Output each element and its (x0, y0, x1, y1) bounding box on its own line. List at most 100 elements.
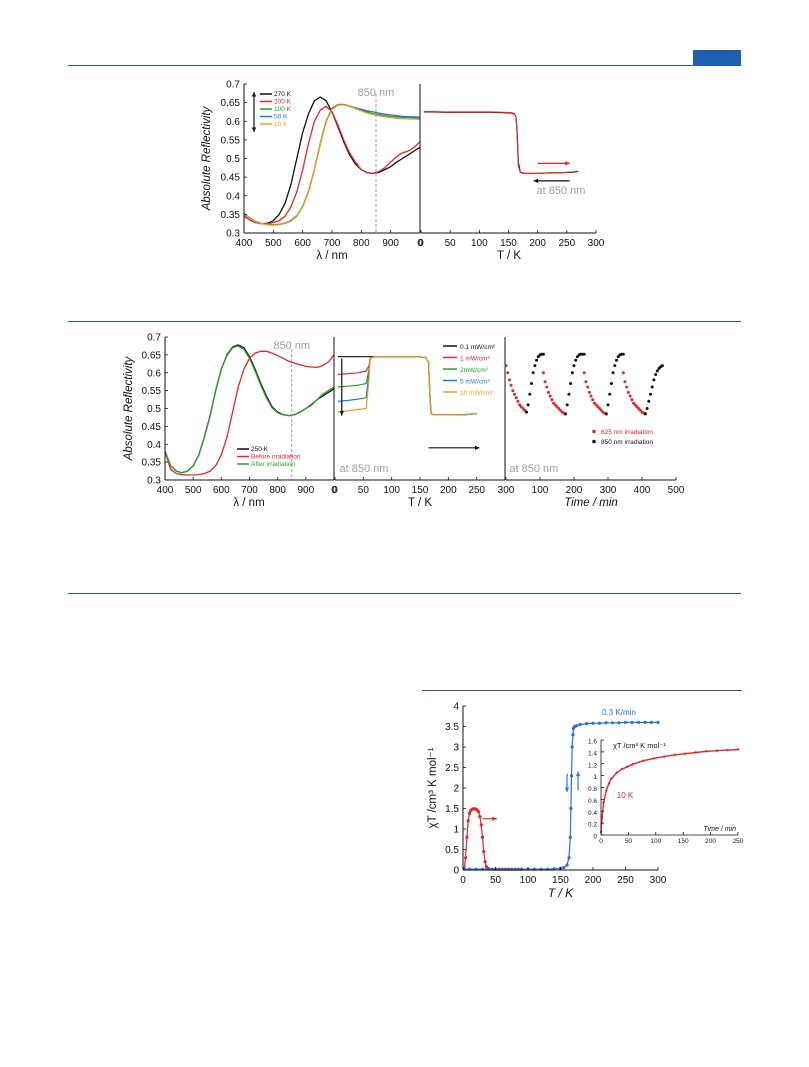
y-axis-label: χT /cm³ K mol⁻¹ (427, 747, 439, 828)
cycle-point (511, 389, 515, 393)
cycle-point (547, 390, 550, 394)
cycle-point (507, 378, 511, 382)
cycle-point (660, 364, 664, 368)
cycle-point (652, 378, 656, 382)
cycle-point (584, 380, 588, 384)
tr-xtick-label: 200 (529, 238, 546, 249)
ml-ytick-label: 0.3 (147, 476, 161, 487)
cycle-point (606, 403, 610, 407)
cycle-point (582, 371, 586, 375)
cycle-point (526, 403, 530, 407)
bm-ytick-label: 1 (453, 825, 459, 836)
mc-xtick-label: 100 (383, 485, 400, 496)
bm-ytick-label: 2 (453, 784, 459, 795)
chiT-point (656, 720, 660, 725)
spectrum-line (164, 344, 335, 474)
cycle-point (565, 403, 569, 407)
bi-ytick-label: 0.4 (588, 810, 597, 817)
tl-ytick-label: 0.45 (221, 173, 241, 184)
mc-xtick-label: 250 (468, 485, 485, 496)
cycle-point (572, 364, 576, 368)
header-rule-top (68, 65, 741, 66)
tr-xtick-label: 250 (558, 238, 575, 249)
spectrum-line (243, 104, 421, 226)
cycle-point (516, 399, 520, 403)
relaxation-point (602, 801, 605, 804)
legend-label: 850 nm irradiation (601, 439, 653, 446)
cooling-arrow-head (533, 178, 539, 184)
tr-xtick-label: 300 (588, 238, 605, 249)
ml-xtick-label: 900 (297, 485, 314, 496)
cycle-point (509, 383, 513, 387)
cycle-point (567, 392, 571, 396)
ml-xtick-label: 700 (241, 485, 258, 496)
chiT-point (617, 721, 621, 725)
bm-xtick-label: 200 (585, 875, 602, 886)
mc-xtick-label: 200 (440, 485, 457, 496)
bi-ytick-label: 1.6 (588, 739, 597, 746)
legend-label: 5 mW/cm² (460, 379, 490, 386)
thermal-line (423, 111, 579, 174)
chiT-point (480, 835, 485, 839)
chiT-point (630, 720, 634, 725)
bm-ytick-label: 0 (453, 866, 459, 877)
bi-ytick-label: 1 (593, 774, 597, 781)
inset-x-axis-label: Time / min (703, 826, 736, 833)
tr-xtick-label: 150 (500, 238, 517, 249)
relaxation-point (600, 816, 604, 819)
legend-label: 0.1 mW/cm² (460, 344, 496, 351)
chiT-point (571, 733, 575, 737)
cycle-point (506, 371, 510, 375)
tl-xtick-label: 500 (265, 238, 282, 249)
cycle-point (535, 358, 539, 362)
legend-label: 250 K (251, 446, 269, 453)
cycle-point (514, 396, 518, 400)
legend-label: 200 K (274, 99, 292, 106)
tl-xtick-label: 0 (417, 238, 423, 249)
chiT-point (482, 849, 486, 854)
bm-ytick-label: 0.5 (445, 845, 459, 856)
cooling-arrow-blue-head (564, 787, 570, 793)
cycle-point (649, 392, 652, 396)
mr-xtick-label: 400 (634, 485, 651, 496)
cycle-point (524, 410, 528, 414)
chiT-point (465, 835, 469, 839)
thermal-line (337, 356, 477, 416)
thermal-line (337, 356, 477, 416)
bi-ytick-label: 1.2 (588, 762, 597, 769)
cycle-point (621, 371, 625, 375)
x-axis-label: T / K (548, 886, 574, 900)
x-axis-label: Time / min (564, 497, 618, 509)
ml-xtick-label: 400 (157, 485, 174, 496)
chiT-point (477, 810, 481, 814)
cycle-point (570, 371, 574, 375)
chiT-point (565, 863, 569, 867)
mc-xtick-label: 50 (358, 485, 370, 496)
ml-xtick-label: 0 (331, 485, 337, 496)
bi-ytick-label: 0.8 (588, 786, 597, 793)
chiT-point (479, 823, 483, 827)
relaxation-point (607, 782, 611, 785)
cycle-point (504, 364, 508, 368)
tr-xtick-label: 100 (471, 238, 488, 249)
heating-arrow-head (474, 445, 480, 450)
chiT-point (575, 724, 579, 728)
spectrum-line (243, 105, 421, 225)
legend-label: 10 K (274, 121, 288, 128)
legend-arrow-up-head (251, 92, 257, 97)
relaxation-point (610, 777, 613, 780)
relaxation-line (600, 748, 739, 833)
cycle-point (650, 385, 654, 389)
cycle-point (613, 364, 617, 368)
bi-ytick-label: 1.4 (588, 750, 597, 757)
cycle-point (643, 412, 647, 416)
bi-ytick-label: 0.2 (588, 822, 597, 829)
y-axis-label: Absolute Reflectivity (123, 355, 135, 461)
tr-xtick-label: 0 (418, 238, 424, 249)
figure-rule-bottom (422, 690, 742, 691)
relaxation-point (726, 748, 729, 752)
mr-xtick-label: 500 (668, 485, 685, 496)
x-axis-label: λ / nm (316, 250, 347, 262)
thermal-line (337, 356, 477, 416)
